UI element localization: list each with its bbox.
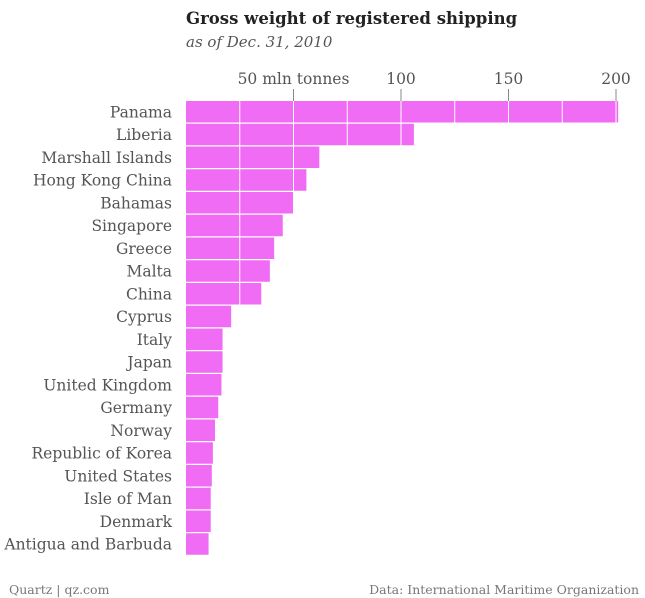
bar <box>186 101 619 123</box>
tick-label: 200 <box>601 70 631 88</box>
category-label: Italy <box>137 331 173 349</box>
bar <box>186 396 219 419</box>
bar <box>186 419 216 441</box>
bar <box>186 260 270 282</box>
bar <box>186 214 283 237</box>
category-label: Bahamas <box>100 194 172 212</box>
category-label: Singapore <box>91 217 172 235</box>
category-label: Cyprus <box>116 308 172 326</box>
category-label: Germany <box>100 399 172 417</box>
category-label: Liberia <box>116 126 172 144</box>
bar <box>186 510 211 532</box>
bar <box>186 146 320 168</box>
source-credit: Quartz | qz.com <box>9 582 110 597</box>
bar <box>186 328 223 350</box>
category-label: Norway <box>110 422 172 440</box>
chart-subtitle: as of Dec. 31, 2010 <box>186 33 333 51</box>
bar <box>186 283 262 305</box>
bar <box>186 123 414 146</box>
category-label: Isle of Man <box>84 490 172 508</box>
bar <box>186 465 212 487</box>
category-label: China <box>126 285 172 303</box>
category-label: Malta <box>126 263 172 281</box>
category-label: Panama <box>110 103 172 121</box>
data-source: Data: International Maritime Organizatio… <box>369 582 639 597</box>
category-label: Greece <box>116 240 172 258</box>
category-label: Denmark <box>100 513 173 531</box>
category-label: Marshall Islands <box>41 149 172 167</box>
tick-label: 100 <box>386 70 416 88</box>
bar <box>186 533 209 555</box>
bar <box>186 305 232 328</box>
chart-title: Gross weight of registered shipping <box>186 9 518 28</box>
category-label: United Kingdom <box>43 376 172 394</box>
tick-label: 50 mln tonnes <box>238 70 350 88</box>
category-label: Japan <box>125 354 172 372</box>
category-label: Hong Kong China <box>33 172 172 190</box>
bar <box>186 442 213 464</box>
bar <box>186 169 307 191</box>
category-label: Republic of Korea <box>31 445 172 463</box>
bar <box>186 487 211 510</box>
bar <box>186 237 275 259</box>
bar <box>186 351 223 373</box>
bar <box>186 374 222 396</box>
category-label: Antigua and Barbuda <box>3 536 172 554</box>
category-label: United States <box>64 467 172 485</box>
tick-label: 150 <box>494 70 524 88</box>
